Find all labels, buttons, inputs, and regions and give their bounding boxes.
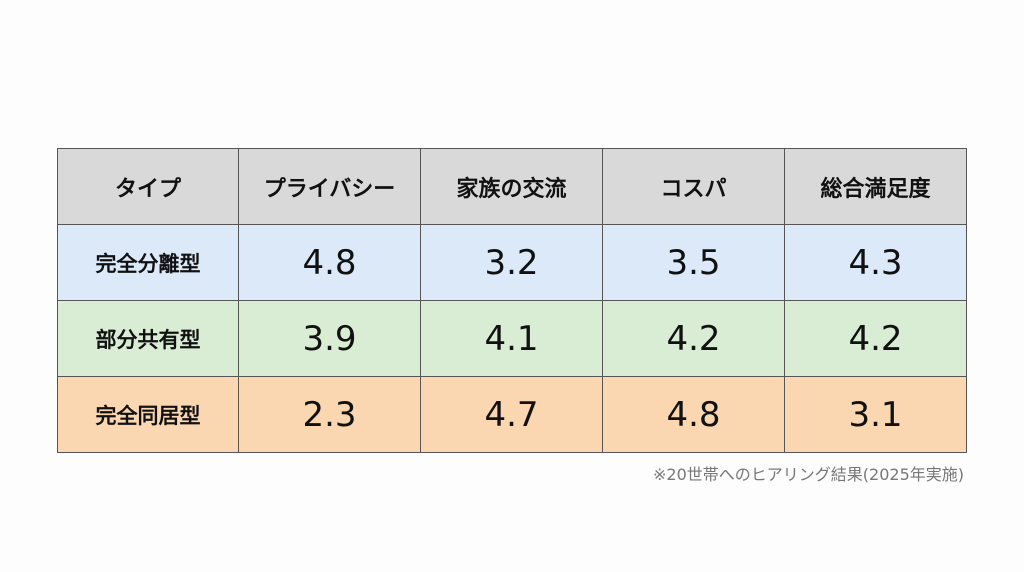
table-cell: 4.2 xyxy=(602,300,785,377)
table-cell: 4.1 xyxy=(420,300,603,377)
table-cell: 4.7 xyxy=(420,376,603,453)
header-overall-satisfaction: 総合満足度 xyxy=(784,148,967,225)
table-cell: 3.9 xyxy=(238,300,421,377)
header-family-interaction: 家族の交流 xyxy=(420,148,603,225)
table-cell: 4.2 xyxy=(784,300,967,377)
comparison-table: タイプ プライバシー 家族の交流 コスパ 総合満足度 完全分離型 4.8 3.2… xyxy=(57,148,967,453)
comparison-table-container: タイプ プライバシー 家族の交流 コスパ 総合満足度 完全分離型 4.8 3.2… xyxy=(57,148,967,453)
table-cell: 2.3 xyxy=(238,376,421,453)
row-label: 完全分離型 xyxy=(57,224,239,301)
table-row: 完全同居型 2.3 4.7 4.8 3.1 xyxy=(57,376,967,453)
table-header-row: タイプ プライバシー 家族の交流 コスパ 総合満足度 xyxy=(57,148,967,225)
table-cell: 4.8 xyxy=(238,224,421,301)
header-privacy: プライバシー xyxy=(238,148,421,225)
table-cell: 3.1 xyxy=(784,376,967,453)
table-cell: 3.2 xyxy=(420,224,603,301)
table-cell: 3.5 xyxy=(602,224,785,301)
header-type: タイプ xyxy=(57,148,239,225)
row-label: 完全同居型 xyxy=(57,376,239,453)
table-cell: 4.3 xyxy=(784,224,967,301)
table-row: 部分共有型 3.9 4.1 4.2 4.2 xyxy=(57,300,967,377)
table-cell: 4.8 xyxy=(602,376,785,453)
source-note: ※20世帯へのヒアリング結果(2025年実施) xyxy=(653,465,964,484)
table-row: 完全分離型 4.8 3.2 3.5 4.3 xyxy=(57,224,967,301)
row-label: 部分共有型 xyxy=(57,300,239,377)
header-cost-performance: コスパ xyxy=(602,148,785,225)
